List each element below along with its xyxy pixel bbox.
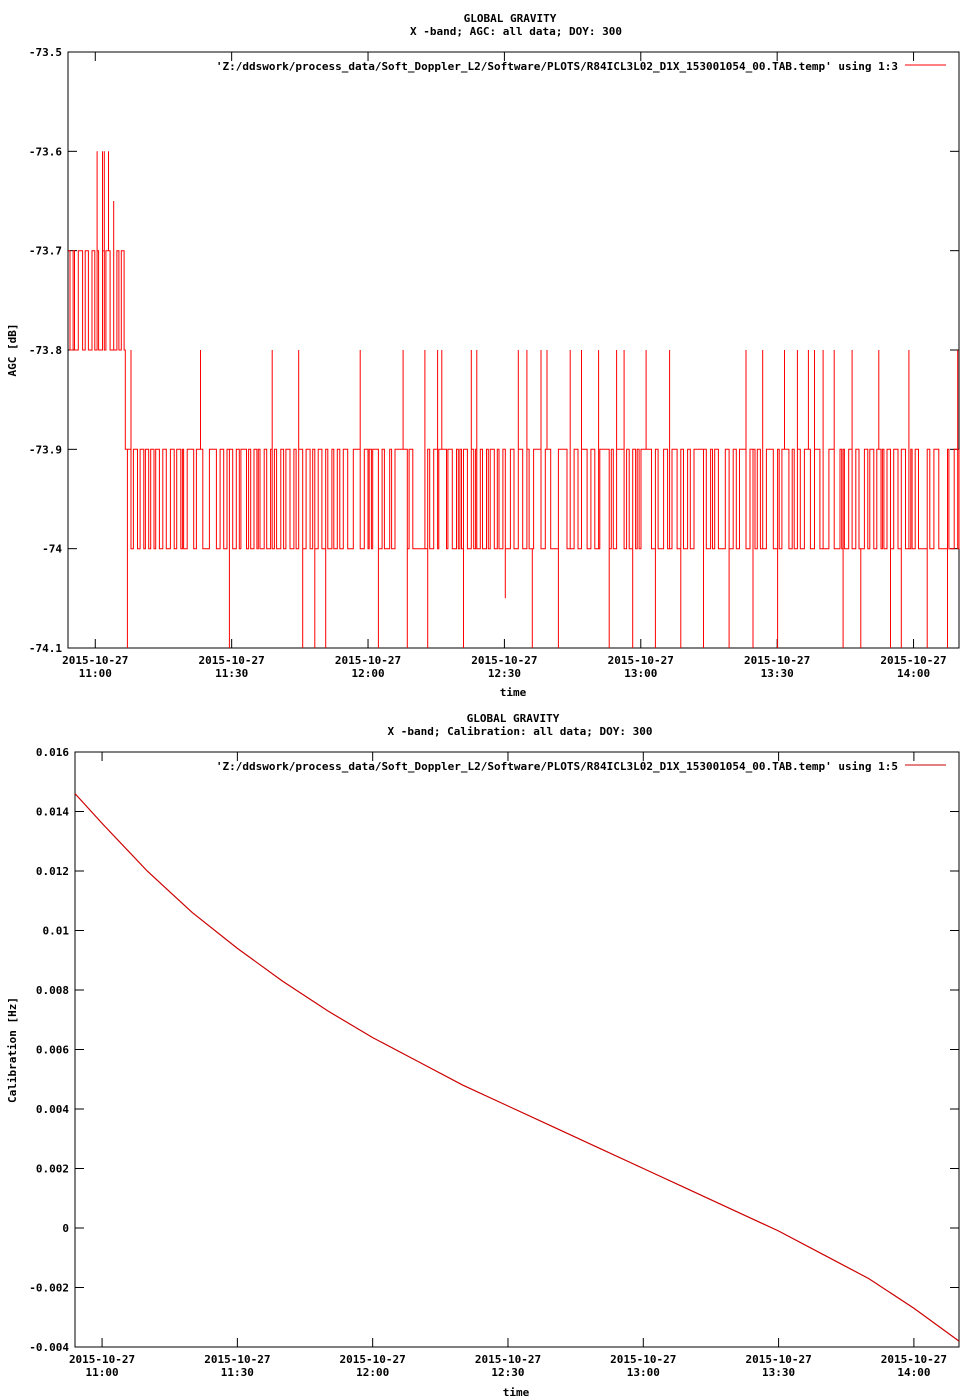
- y-tick-label: 0: [62, 1222, 69, 1235]
- y-tick-label: -74: [42, 543, 62, 556]
- y-tick-label: -74.1: [29, 642, 62, 655]
- x-tick-date: 2015-10-27: [204, 1353, 270, 1366]
- x-tick-date: 2015-10-27: [340, 1353, 406, 1366]
- chart-title: GLOBAL GRAVITY: [467, 712, 560, 725]
- y-tick-label: -0.002: [29, 1282, 69, 1295]
- x-tick-date: 2015-10-27: [62, 654, 128, 667]
- x-tick-date: 2015-10-27: [880, 654, 946, 667]
- series-line: [74, 793, 960, 1342]
- plot-frame: [74, 751, 960, 1348]
- y-tick-label: 0.01: [43, 925, 70, 938]
- x-tick-date: 2015-10-27: [335, 654, 401, 667]
- y-tick-label: -73.5: [29, 46, 62, 59]
- y-tick-label: 0.006: [36, 1044, 69, 1057]
- y-tick-label: -73.8: [29, 344, 62, 357]
- x-tick-date: 2015-10-27: [745, 1353, 811, 1366]
- x-axis-label: time: [503, 1386, 530, 1399]
- x-tick-date: 2015-10-27: [881, 1353, 947, 1366]
- chart-subtitle: X -band; Calibration: all data; DOY: 300: [388, 725, 653, 738]
- x-axis: 2015-10-2711:002015-10-2711:302015-10-27…: [69, 752, 947, 1379]
- x-tick-date: 2015-10-27: [608, 654, 674, 667]
- x-tick-time: 13:30: [762, 1366, 795, 1379]
- y-axis: -73.5 -73.6 -73.7 -73.8 -73.9 -74 -74.1: [29, 46, 959, 655]
- x-tick-time: 11:30: [221, 1366, 254, 1379]
- x-tick-time: 11:00: [85, 1366, 118, 1379]
- series-area: [68, 151, 960, 648]
- x-tick-time: 13:30: [761, 667, 794, 680]
- x-tick-date: 2015-10-27: [471, 654, 537, 667]
- agc-chart: GLOBAL GRAVITY X -band; AGC: all data; D…: [6, 12, 960, 699]
- x-tick-date: 2015-10-27: [475, 1353, 541, 1366]
- x-tick-time: 14:00: [897, 667, 930, 680]
- x-tick-time: 11:30: [215, 667, 248, 680]
- chart-subtitle: X -band; AGC: all data; DOY: 300: [410, 25, 622, 38]
- y-axis: 0.016 0.014 0.012 0.01 0.008 0.006 0.004 0.002 0…: [29, 746, 959, 1354]
- legend-label: 'Z:/ddswork/process_data/Soft_Doppler_L2…: [216, 60, 898, 73]
- y-axis-label: AGC [dB]: [6, 324, 19, 377]
- y-tick-label: 0.016: [36, 746, 69, 759]
- y-tick-label: -73.7: [29, 245, 62, 258]
- y-axis-label: Calibration [Hz]: [6, 997, 19, 1103]
- y-tick-label: 0.012: [36, 865, 69, 878]
- x-tick-time: 14:00: [897, 1366, 930, 1379]
- x-tick-time: 13:00: [624, 667, 657, 680]
- legend-label: 'Z:/ddswork/process_data/Soft_Doppler_L2…: [216, 760, 898, 773]
- x-tick-date: 2015-10-27: [69, 1353, 135, 1366]
- series-area: [74, 793, 960, 1342]
- x-tick-time: 12:00: [351, 667, 384, 680]
- y-tick-label: 0.004: [36, 1103, 69, 1116]
- x-axis: 2015-10-2711:002015-10-2711:302015-10-27…: [62, 52, 947, 680]
- calibration-chart: GLOBAL GRAVITY X -band; Calibration: all…: [6, 712, 960, 1399]
- y-tick-label: 0.008: [36, 984, 69, 997]
- x-axis-label: time: [500, 686, 527, 699]
- y-tick-label: 0.014: [36, 806, 69, 819]
- x-tick-date: 2015-10-27: [199, 654, 265, 667]
- x-tick-date: 2015-10-27: [744, 654, 810, 667]
- x-tick-time: 12:30: [488, 667, 521, 680]
- plot-frame: [67, 51, 960, 649]
- series-line: [68, 151, 960, 648]
- y-tick-label: -73.9: [29, 443, 62, 456]
- chart-title: GLOBAL GRAVITY: [464, 12, 557, 25]
- x-tick-time: 12:00: [356, 1366, 389, 1379]
- y-tick-label: 0.002: [36, 1163, 69, 1176]
- x-tick-date: 2015-10-27: [610, 1353, 676, 1366]
- x-tick-time: 11:00: [79, 667, 112, 680]
- x-tick-time: 12:30: [491, 1366, 524, 1379]
- x-tick-time: 13:00: [627, 1366, 660, 1379]
- y-tick-label: -73.6: [29, 145, 62, 158]
- y-tick-label: -0.004: [29, 1341, 69, 1354]
